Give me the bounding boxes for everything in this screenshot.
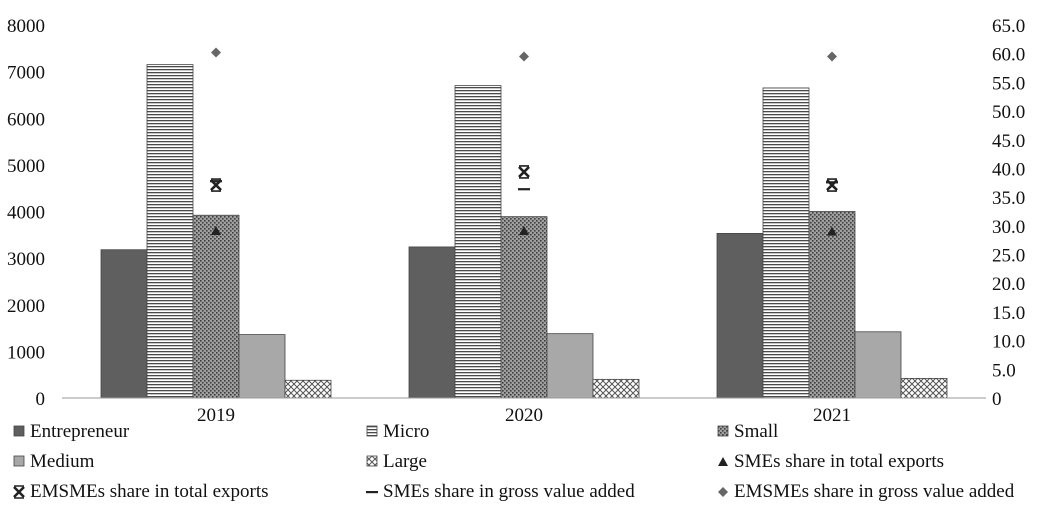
- marker-diamond-2020: [519, 51, 529, 62]
- bar-small-2020: [500, 216, 548, 399]
- legend-swatch: [366, 455, 378, 467]
- y-left-tick-label: 8000: [7, 16, 45, 37]
- bar-micro-2021: [762, 87, 810, 399]
- legend-swatch: [366, 425, 378, 437]
- legend-label: Micro: [383, 421, 429, 442]
- legend-item: SMEs share in total exports: [718, 451, 944, 472]
- y-left-tick-label: 7000: [7, 63, 45, 84]
- bar-entrepreneur-2020: [408, 246, 456, 399]
- y-right-tick-label: 10.0: [992, 332, 1025, 353]
- marker-triangle-2019: [211, 226, 221, 236]
- legend-item: EMSMEs share in gross value added: [718, 481, 1015, 502]
- bar-small-2019: [192, 214, 240, 399]
- legend-swatch: [13, 455, 25, 467]
- bar-medium-2020: [546, 333, 594, 399]
- bar-micro-2019: [146, 64, 194, 399]
- legend-item: Entrepreneur: [13, 421, 130, 442]
- legend-label: SMEs share in total exports: [734, 451, 944, 472]
- y-right-tick-label: 65.0: [992, 16, 1025, 37]
- marker-diamond-2019: [211, 47, 221, 58]
- legend-item: Micro: [366, 421, 429, 442]
- marker-triangle-2020: [519, 226, 529, 236]
- bar-small-2021: [808, 211, 856, 399]
- marker-triangle-2021: [827, 226, 837, 236]
- y-right-tick-label: 25.0: [992, 246, 1025, 267]
- legend-label: Medium: [30, 451, 95, 472]
- marker-diamond-2021: [827, 51, 837, 62]
- y-right-tick-label: 30.0: [992, 217, 1025, 238]
- x-tick-label: 2019: [197, 405, 235, 426]
- x-tick-label: 2021: [813, 405, 851, 426]
- y-left-tick-label: 1000: [7, 342, 45, 363]
- y-right-tick-label: 15.0: [992, 303, 1025, 324]
- y-right-tick-label: 45.0: [992, 131, 1025, 152]
- y-right-tick-label: 50.0: [992, 102, 1025, 123]
- marker-dash-2019: [210, 180, 222, 183]
- bar-medium-2019: [238, 334, 286, 399]
- x-tick-label: 2020: [505, 405, 543, 426]
- legend-item: Medium: [13, 451, 95, 472]
- axes: 2019 2020 2021 0 1000 2000 3000 4000 5000 6000 700…: [7, 16, 1025, 426]
- marker-x-2021: [826, 178, 838, 192]
- legend-marker: [718, 487, 728, 497]
- y-right-tick-label: 35.0: [992, 188, 1025, 209]
- legend-item: Small: [717, 421, 778, 442]
- legend-marker: [366, 491, 378, 494]
- legend-label: SMEs share in gross value added: [383, 481, 635, 502]
- y-right-tick-label: 60.0: [992, 45, 1025, 66]
- y-left-tick-label: 2000: [7, 296, 45, 317]
- marker-x-2020: [518, 165, 530, 179]
- marker-dash-2020: [518, 188, 530, 191]
- marker-dash-2021: [826, 181, 838, 184]
- markers: [210, 47, 838, 236]
- legend-marker: [13, 485, 25, 499]
- y-left-tick-label: 3000: [7, 249, 45, 270]
- legend-label: EMSMEs share in gross value added: [734, 481, 1015, 502]
- bar-entrepreneur-2021: [716, 233, 764, 399]
- bar-medium-2021: [854, 331, 902, 399]
- legend-item: SMEs share in gross value added: [366, 481, 635, 502]
- bar-entrepreneur-2019: [100, 249, 148, 399]
- legend-swatch: [13, 425, 25, 437]
- bars: [100, 64, 948, 399]
- bar-large-2020: [592, 378, 640, 399]
- y-right-tick-label: 40.0: [992, 159, 1025, 180]
- legend: Entrepreneur Micro Small Medium Large SMEs sh…: [13, 421, 1015, 502]
- legend-label: Entrepreneur: [30, 421, 130, 442]
- y-left-tick-label: 4000: [7, 203, 45, 224]
- legend-item: Large: [366, 451, 427, 472]
- y-right-tick-label: 55.0: [992, 73, 1025, 94]
- legend-item: EMSMEs share in total exports: [13, 481, 269, 502]
- y-left-tick-label: 0: [36, 389, 46, 410]
- y-right-tick-label: 0: [992, 389, 1002, 410]
- y-right-tick-label: 20.0: [992, 274, 1025, 295]
- legend-marker: [718, 457, 728, 466]
- bar-large-2019: [284, 379, 332, 399]
- bar-micro-2020: [454, 85, 502, 399]
- bar-large-2021: [900, 378, 948, 399]
- legend-label: EMSMEs share in total exports: [30, 481, 269, 502]
- y-left-tick-label: 6000: [7, 109, 45, 130]
- legend-swatch: [717, 425, 729, 437]
- legend-label: Small: [734, 421, 778, 442]
- legend-label: Large: [383, 451, 427, 472]
- y-left-tick-label: 5000: [7, 156, 45, 177]
- y-right-tick-label: 5.0: [992, 360, 1016, 381]
